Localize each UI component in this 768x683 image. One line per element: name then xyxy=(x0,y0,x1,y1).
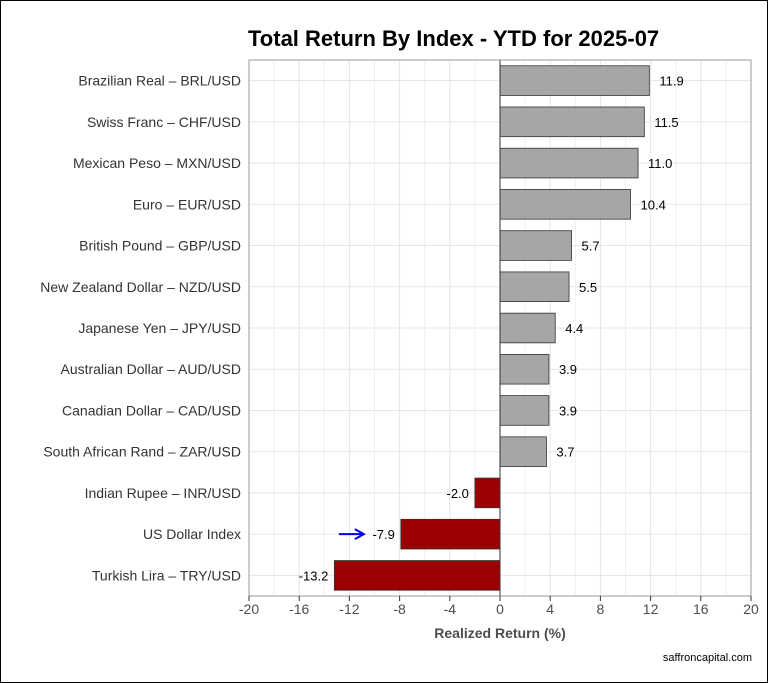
x-tick-label: 8 xyxy=(597,601,605,617)
data-label: 11.9 xyxy=(659,74,683,89)
x-tick-label: 20 xyxy=(743,601,759,617)
data-label: 3.7 xyxy=(556,445,574,460)
bar xyxy=(499,312,556,344)
bar xyxy=(499,436,547,467)
x-tick-label: -4 xyxy=(444,601,457,617)
category-label: New Zealand Dollar – NZD/USD xyxy=(40,279,241,295)
category-label: Turkish Lira – TRY/USD xyxy=(92,567,241,583)
bar xyxy=(474,477,501,509)
data-label: 11.5 xyxy=(654,115,678,130)
bar xyxy=(499,65,650,96)
category-label: Australian Dollar – AUD/USD xyxy=(60,361,241,377)
x-axis-title: Realized Return (%) xyxy=(434,625,565,641)
x-tick-label: 16 xyxy=(693,601,709,617)
data-label: 11.0 xyxy=(648,156,672,171)
category-label: Swiss Franc – CHF/USD xyxy=(87,114,241,130)
highlight-arrow-icon xyxy=(354,528,366,541)
x-tick-label: 12 xyxy=(643,601,659,617)
source-note: saffroncapital.com xyxy=(662,652,752,664)
bar xyxy=(499,271,570,303)
data-label: 3.9 xyxy=(559,362,577,377)
category-label: Indian Rupee – INR/USD xyxy=(85,485,241,501)
x-tick-label: -8 xyxy=(393,601,406,617)
x-tick-label: -16 xyxy=(289,601,309,617)
category-label: South African Rand – ZAR/USD xyxy=(43,444,241,460)
data-label: 10.4 xyxy=(641,197,666,212)
data-label: -7.9 xyxy=(372,527,394,542)
x-tick-label: -20 xyxy=(239,601,259,617)
data-label: 4.4 xyxy=(565,321,583,336)
x-tick-label: 4 xyxy=(546,601,554,617)
category-label: Canadian Dollar – CAD/USD xyxy=(62,402,241,418)
chart-title: Total Return By Index - YTD for 2025-07 xyxy=(248,26,660,51)
data-label: 3.9 xyxy=(559,403,577,418)
data-label: 5.7 xyxy=(582,239,600,254)
category-label: Mexican Peso – MXN/USD xyxy=(73,155,241,171)
category-label: Brazilian Real – BRL/USD xyxy=(78,73,241,89)
bar xyxy=(499,395,550,426)
data-label: 5.5 xyxy=(579,280,597,295)
bar xyxy=(400,518,501,550)
data-label: -13.2 xyxy=(299,568,329,583)
category-label: Japanese Yen – JPY/USD xyxy=(78,320,241,336)
x-tick-label: -12 xyxy=(339,601,359,617)
bar xyxy=(499,106,645,138)
bar xyxy=(333,560,501,591)
x-tick-label: 0 xyxy=(496,601,504,617)
category-label: British Pound – GBP/USD xyxy=(79,238,241,254)
bar xyxy=(499,230,572,261)
category-label: Euro – EUR/USD xyxy=(133,196,241,212)
data-label: -2.0 xyxy=(446,486,468,501)
bar xyxy=(499,147,639,179)
bar xyxy=(499,353,550,385)
bar xyxy=(499,189,631,220)
category-label: US Dollar Index xyxy=(143,526,241,542)
